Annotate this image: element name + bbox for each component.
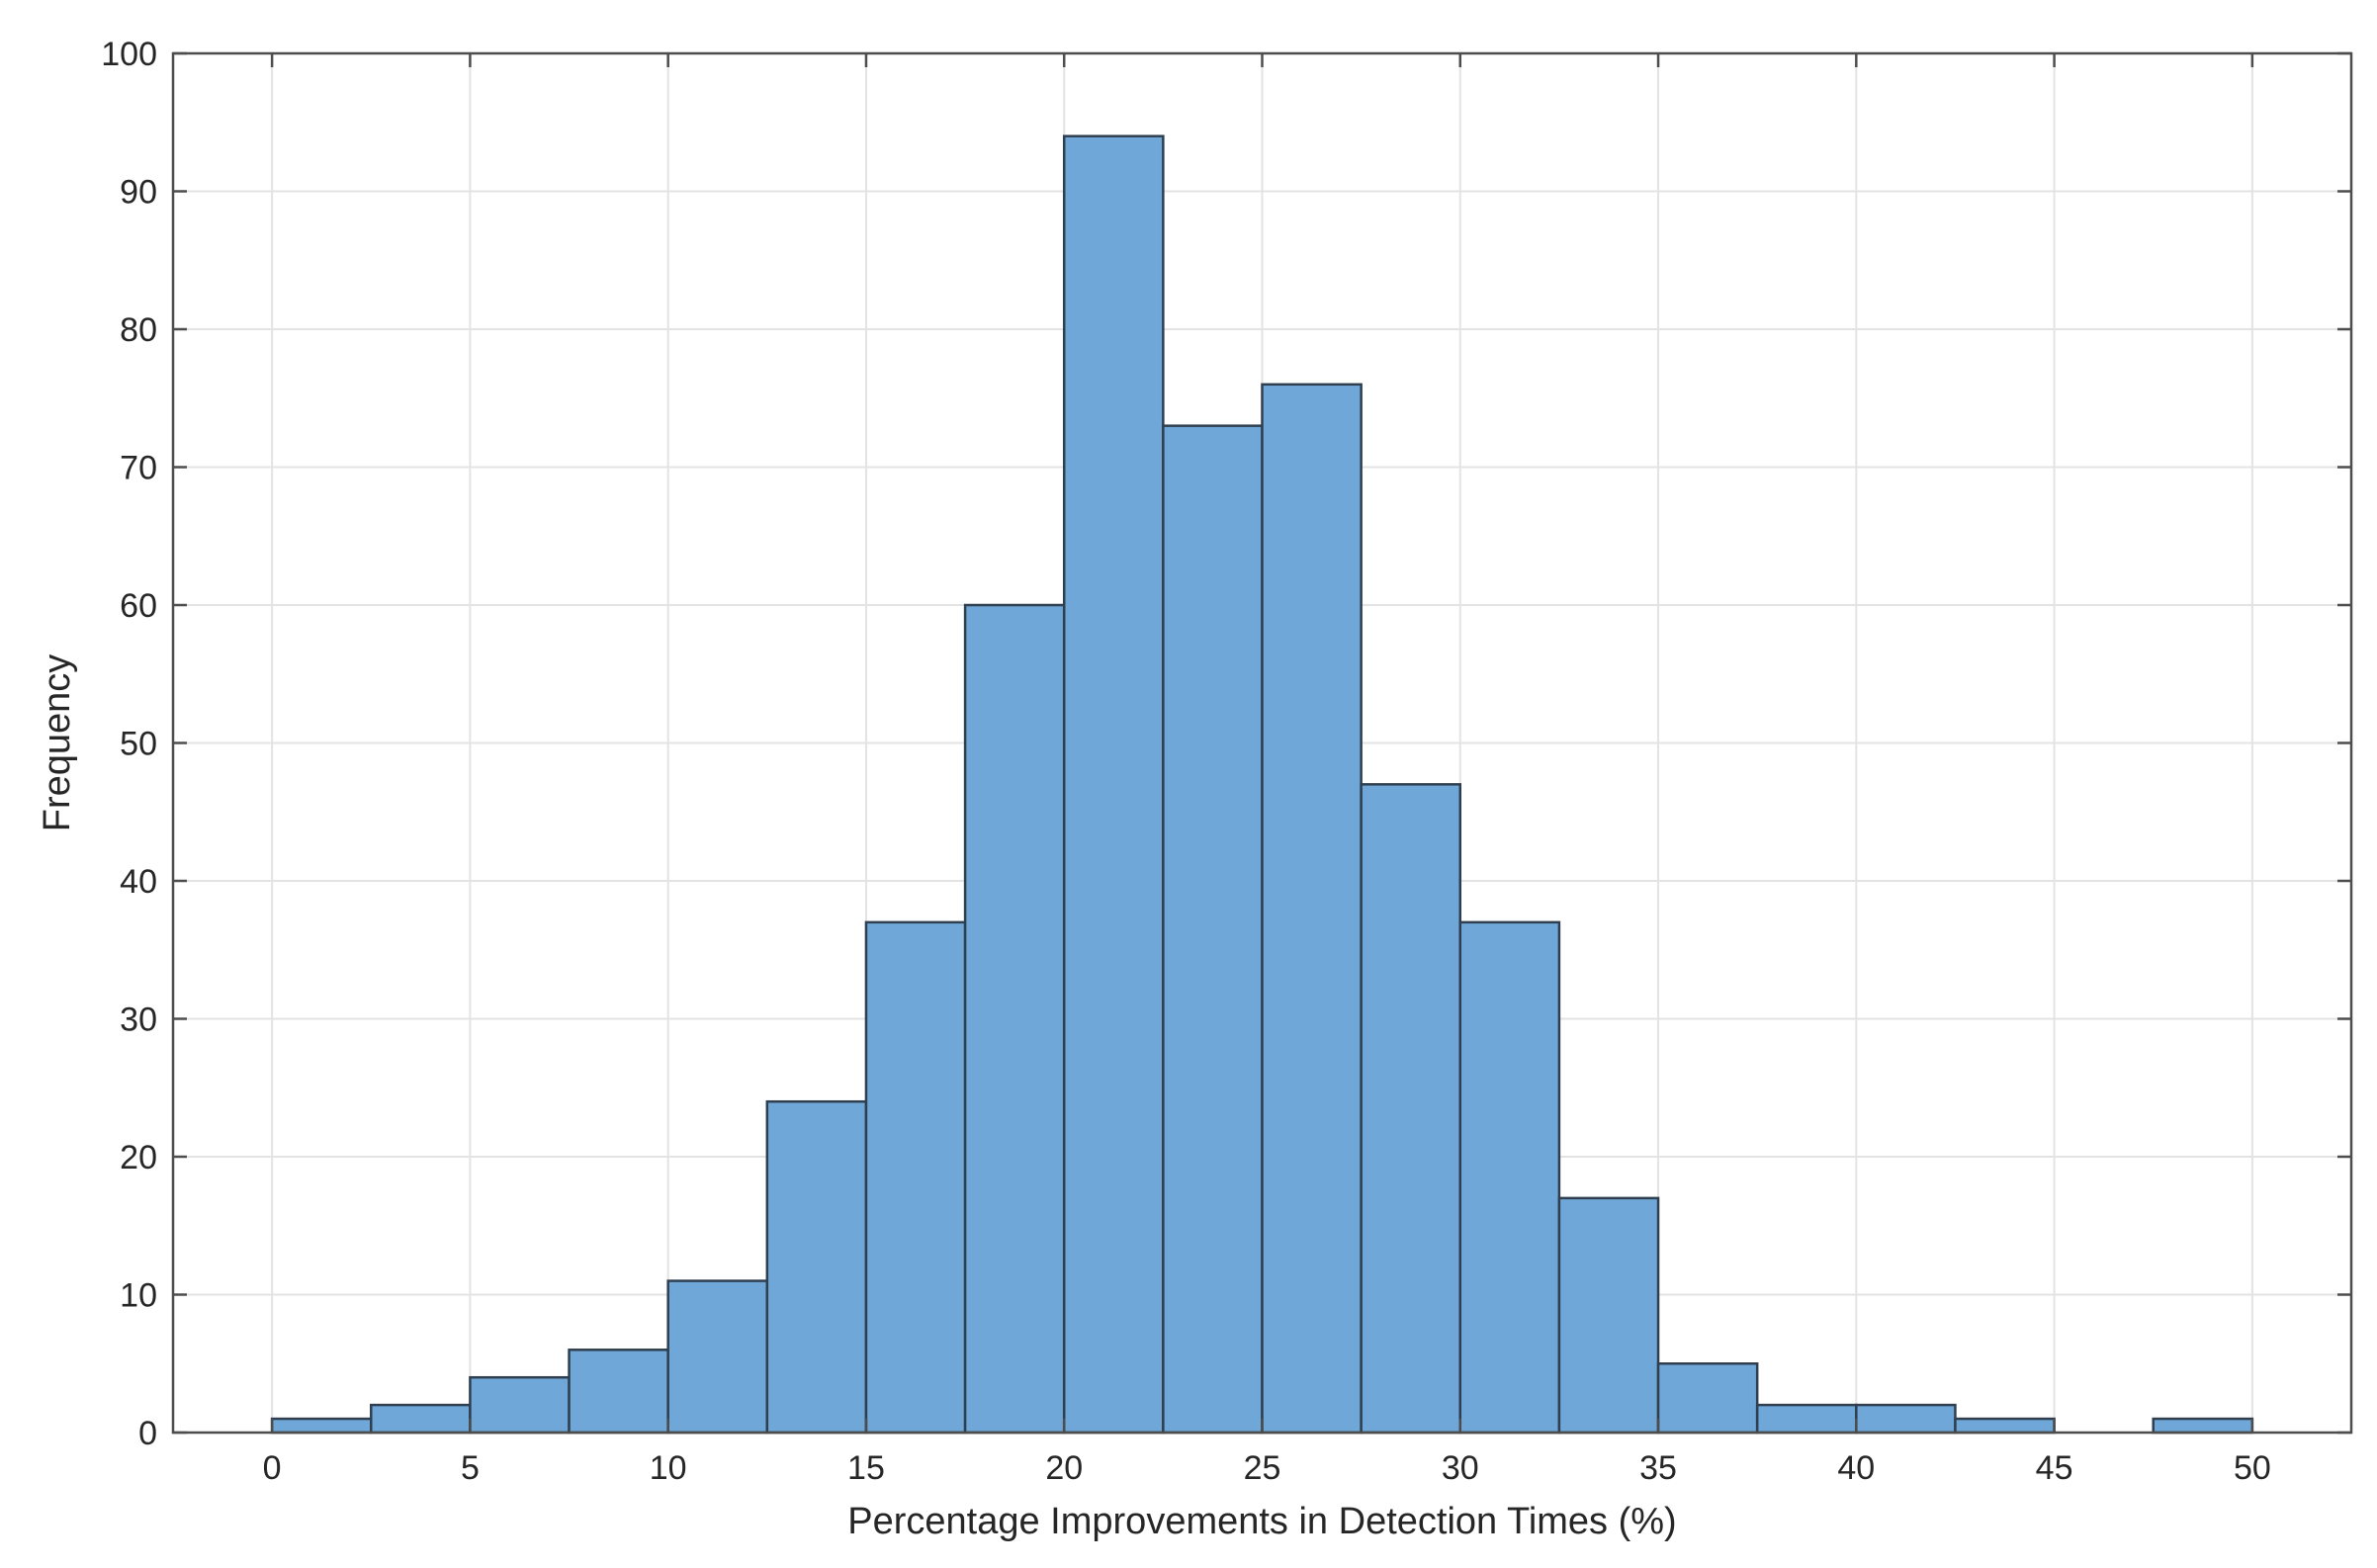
y-tick-label: 100 <box>101 36 157 73</box>
y-tick-label: 10 <box>120 1277 157 1315</box>
x-tick-label: 35 <box>1639 1449 1677 1487</box>
x-tick-label: 25 <box>1244 1449 1281 1487</box>
x-tick-label: 40 <box>1837 1449 1875 1487</box>
y-axis-label: Frequency <box>37 654 78 832</box>
histogram-bars <box>270 134 2254 1435</box>
x-tick-label: 0 <box>263 1449 282 1487</box>
y-tick-label: 50 <box>120 726 157 763</box>
histogram-bar <box>1855 1403 1957 1435</box>
y-tick-label: 0 <box>138 1415 157 1452</box>
y-tick-label: 40 <box>120 863 157 901</box>
x-tick-label: 15 <box>847 1449 885 1487</box>
histogram-bar <box>1062 134 1165 1435</box>
histogram-bar <box>1458 920 1561 1435</box>
x-tick-label: 10 <box>650 1449 687 1487</box>
y-tick-label: 60 <box>120 587 157 625</box>
x-tick-label: 20 <box>1045 1449 1083 1487</box>
y-tick-label: 90 <box>120 174 157 212</box>
histogram-bar <box>1557 1196 1660 1435</box>
histogram-bar <box>568 1349 669 1435</box>
histogram-bar <box>864 920 967 1435</box>
histogram-bar <box>963 603 1066 1435</box>
histogram-bar <box>370 1403 472 1435</box>
axes <box>171 51 2353 1435</box>
histogram-bar <box>469 1375 571 1435</box>
histogram-bar <box>2152 1417 2254 1435</box>
histogram-bar <box>1360 783 1462 1435</box>
y-tick-label: 80 <box>120 311 157 349</box>
x-axis-label: Percentage Improvements in Detection Tim… <box>847 1501 1676 1542</box>
x-tick-label: 45 <box>2036 1449 2073 1487</box>
y-tick-label: 30 <box>120 1002 157 1039</box>
histogram-bar <box>1755 1403 1858 1435</box>
tick-labels: 0 5 10 15 20 25 30 35 40 45 50 0 10 20 30 40 50 60 70 80 90 1… <box>101 36 2271 1487</box>
histogram-bar <box>1261 383 1363 1435</box>
x-tick-label: 30 <box>1442 1449 1479 1487</box>
x-tick-label: 5 <box>461 1449 480 1487</box>
histogram-bar <box>765 1099 868 1435</box>
y-tick-label: 70 <box>120 450 157 487</box>
histogram-bar <box>1954 1417 2056 1435</box>
histogram-bar <box>1162 424 1264 1435</box>
histogram-bar <box>270 1417 373 1435</box>
y-tick-label: 20 <box>120 1139 157 1176</box>
histogram-bar <box>1656 1362 1759 1435</box>
histogram-bar <box>666 1279 769 1435</box>
x-tick-label: 50 <box>2234 1449 2271 1487</box>
